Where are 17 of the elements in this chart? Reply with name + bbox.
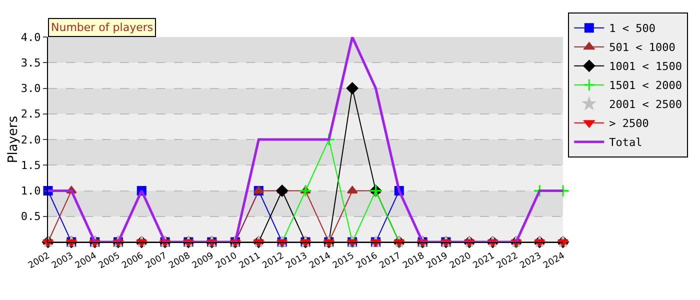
legend-label: 1501 < 2000 xyxy=(609,79,682,92)
y-tick-label: 0.5 xyxy=(20,210,41,224)
legend-label: 1001 < 1500 xyxy=(609,60,682,74)
y-tick-label: 2.0 xyxy=(20,133,41,146)
legend-label: Total xyxy=(609,136,642,150)
legend-label: 501 < 1000 xyxy=(609,41,676,54)
legend-label: > 2500 xyxy=(609,117,649,130)
legend-label: 2001 < 2500 xyxy=(609,98,682,112)
chart-title: Number of players xyxy=(51,21,154,34)
y-axis-title: Players xyxy=(6,116,21,164)
y-tick-label: 4.0 xyxy=(20,30,41,44)
y-tick-label: 1.0 xyxy=(20,184,41,198)
y-tick-label: 3.0 xyxy=(20,82,41,96)
y-tick-label: 2.5 xyxy=(20,108,41,121)
y-tick-label: 3.5 xyxy=(20,56,41,70)
legend-label: 1 < 500 xyxy=(609,22,656,36)
y-tick-label: 1.5 xyxy=(20,158,41,172)
